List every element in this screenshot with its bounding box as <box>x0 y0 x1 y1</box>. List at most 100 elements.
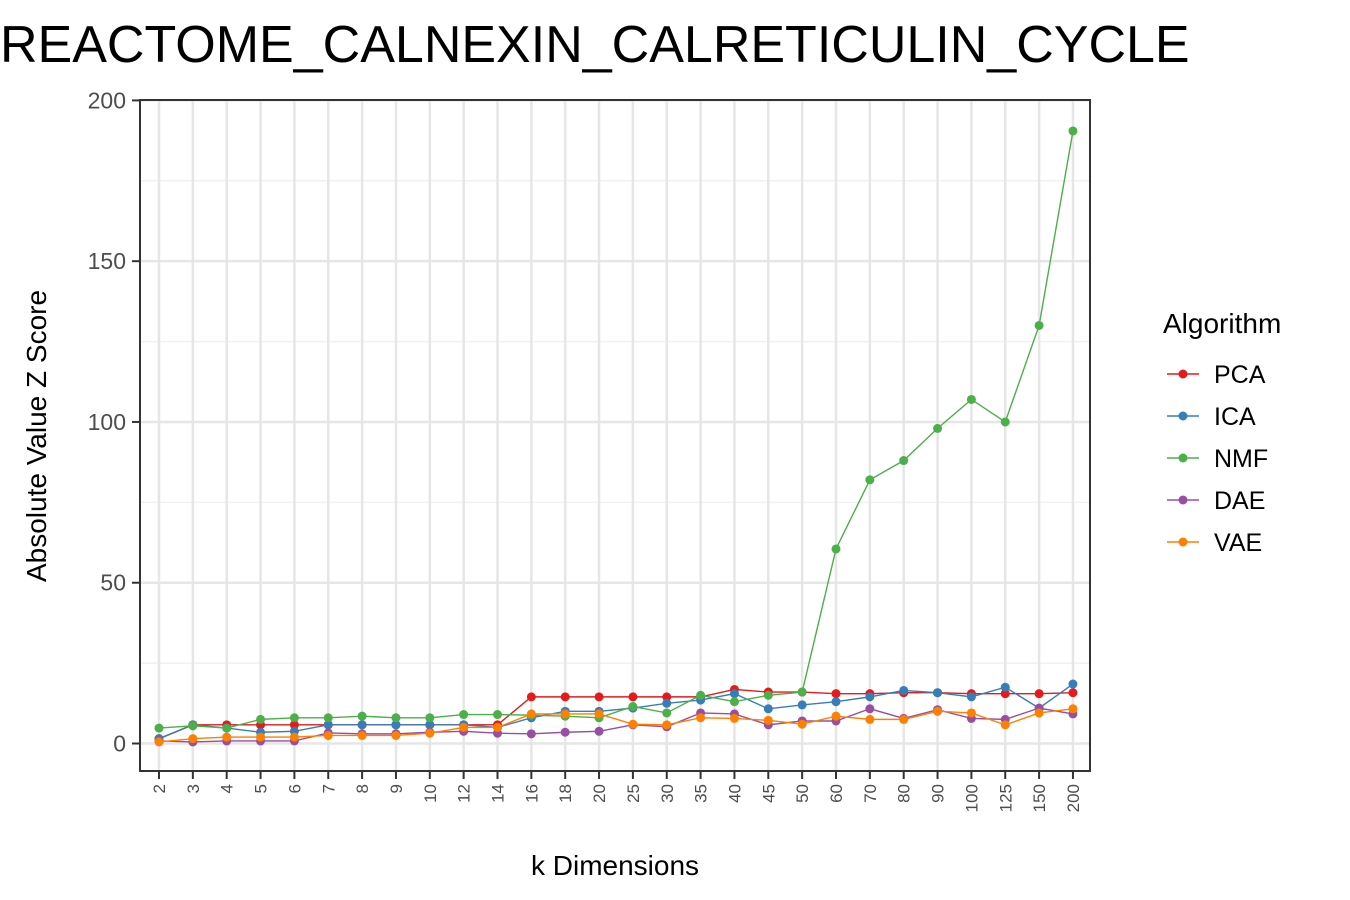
data-point-ica <box>662 698 672 708</box>
data-point-dae <box>594 726 604 736</box>
data-point-pca <box>1034 689 1044 699</box>
series-layer <box>154 126 1078 747</box>
data-point-ica <box>1068 679 1078 689</box>
data-point-nmf <box>797 687 807 697</box>
data-point-nmf <box>459 710 469 720</box>
data-point-nmf <box>1068 126 1078 136</box>
plot-panel <box>140 100 1090 771</box>
data-point-ica <box>933 688 943 698</box>
data-point-nmf <box>662 708 672 718</box>
data-point-vae <box>899 714 909 724</box>
data-point-nmf <box>289 713 299 723</box>
x-tick-label: 70 <box>861 784 880 803</box>
legend-marker-ica <box>1178 411 1188 421</box>
data-point-vae <box>425 728 435 738</box>
legend-label-vae: VAE <box>1214 529 1262 557</box>
chart-title: REACTOME_CALNEXIN_CALRETICULIN_CYCLE <box>0 16 1190 74</box>
data-point-vae <box>357 730 367 740</box>
data-point-nmf <box>425 713 435 723</box>
x-tick-label: 2 <box>150 784 169 793</box>
data-point-nmf <box>391 713 401 723</box>
y-tick-label: 150 <box>88 248 126 274</box>
legend-marker-dae <box>1178 495 1188 505</box>
x-tick-label: 4 <box>218 784 237 793</box>
data-point-pca <box>1000 689 1010 699</box>
data-point-vae <box>154 737 164 747</box>
data-point-vae <box>1068 704 1078 714</box>
data-point-nmf <box>222 723 232 733</box>
data-point-vae <box>323 730 333 740</box>
plot-border <box>139 99 1091 772</box>
series-line-nmf <box>158 130 1074 729</box>
x-tick-label: 20 <box>590 784 609 803</box>
data-point-ica <box>966 692 976 702</box>
data-point-nmf <box>966 394 976 404</box>
x-tick-label: 50 <box>793 784 812 803</box>
x-tick-label: 12 <box>455 784 474 803</box>
data-point-vae <box>222 732 232 742</box>
legend-items: PCA ICA NMF DAE VAE <box>1167 361 1268 557</box>
data-point-ica <box>763 704 773 714</box>
x-tick-label: 18 <box>556 784 575 803</box>
data-point-vae <box>865 714 875 724</box>
legend-marker-pca <box>1178 369 1188 379</box>
data-point-nmf <box>323 713 333 723</box>
x-tick-label: 14 <box>489 784 508 803</box>
series-line-pca <box>158 688 1073 740</box>
legend-item-dae: DAE <box>1167 487 1265 515</box>
legend-item-ica: ICA <box>1167 403 1256 431</box>
grid-minor <box>140 180 1090 664</box>
plot-area <box>139 99 1091 772</box>
data-point-nmf <box>696 690 706 700</box>
data-point-ica <box>865 692 875 702</box>
data-point-pca <box>526 692 536 702</box>
data-point-pca <box>628 692 638 702</box>
x-tick-label: 90 <box>929 784 948 803</box>
data-point-nmf <box>729 697 739 707</box>
series-line-ica <box>158 683 1074 740</box>
legend-item-nmf: NMF <box>1167 445 1268 473</box>
x-tick-label: 7 <box>319 784 338 793</box>
data-point-pca <box>1068 688 1078 698</box>
x-tick-label: 35 <box>692 784 711 803</box>
data-point-pca <box>594 692 604 702</box>
data-point-pca <box>831 689 841 699</box>
data-point-vae <box>696 713 706 723</box>
data-point-vae <box>188 734 198 744</box>
data-point-vae <box>797 719 807 729</box>
data-point-dae <box>560 727 570 737</box>
x-axis: 2 3 4 5 6 7 8 9 10 12 14 16 18 20 25 30 35 40 45 50 60 70 80 90… <box>150 771 1083 812</box>
data-point-dae <box>865 704 875 714</box>
legend-label-ica: ICA <box>1214 403 1256 431</box>
y-tick-label: 100 <box>88 409 126 435</box>
x-tick-label: 45 <box>759 784 778 803</box>
data-point-nmf <box>256 714 266 724</box>
data-point-ica <box>425 720 435 730</box>
data-point-ica <box>391 720 401 730</box>
x-tick-label: 200 <box>1064 784 1083 812</box>
legend-marker-nmf <box>1178 453 1188 463</box>
legend-label-dae: DAE <box>1214 487 1265 515</box>
legend-marker-vae <box>1178 537 1188 547</box>
data-point-vae <box>493 722 502 732</box>
data-point-nmf <box>493 710 502 720</box>
data-point-vae <box>594 709 604 719</box>
data-point-vae <box>526 709 536 719</box>
data-point-vae <box>256 732 266 742</box>
x-tick-label: 60 <box>827 784 846 803</box>
data-point-vae <box>289 732 299 742</box>
legend-title: Algorithm <box>1163 308 1281 339</box>
data-point-pca <box>560 692 570 702</box>
data-point-vae <box>662 720 672 730</box>
grid-major <box>140 99 1090 771</box>
y-axis-title: Absolute Value Z Score <box>21 290 52 582</box>
data-point-vae <box>628 719 638 729</box>
data-point-ica <box>357 720 367 730</box>
data-point-pca <box>662 692 672 702</box>
data-point-vae <box>933 706 943 716</box>
data-point-vae <box>966 708 976 718</box>
x-tick-label: 80 <box>895 784 914 803</box>
data-point-nmf <box>357 711 367 721</box>
data-point-nmf <box>763 690 773 700</box>
